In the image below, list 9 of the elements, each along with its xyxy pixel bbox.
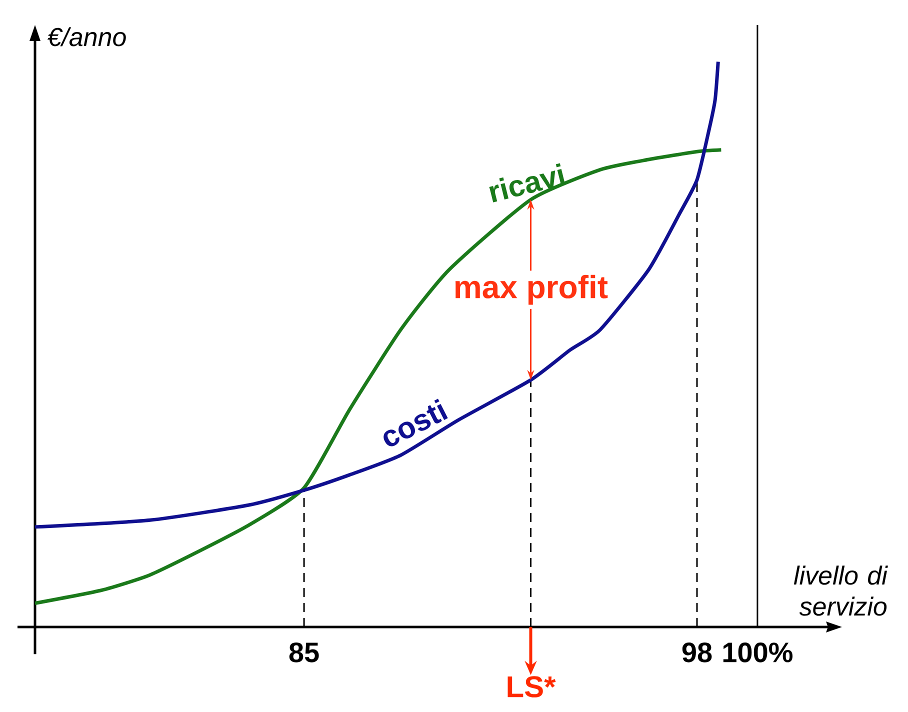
ref-line-label: LS* bbox=[508, 676, 556, 698]
annotation: max profit bbox=[456, 274, 608, 305]
text: ricavi bbox=[489, 163, 566, 202]
text: costi bbox=[384, 398, 448, 446]
x-tick-label: 100% bbox=[723, 642, 792, 662]
x-tick-label: 85 bbox=[289, 642, 319, 662]
y-axis-title: €/anno bbox=[47, 27, 126, 46]
x-axis-title: livello di servizio bbox=[794, 566, 888, 616]
x-tick-label: 98 bbox=[682, 642, 712, 662]
